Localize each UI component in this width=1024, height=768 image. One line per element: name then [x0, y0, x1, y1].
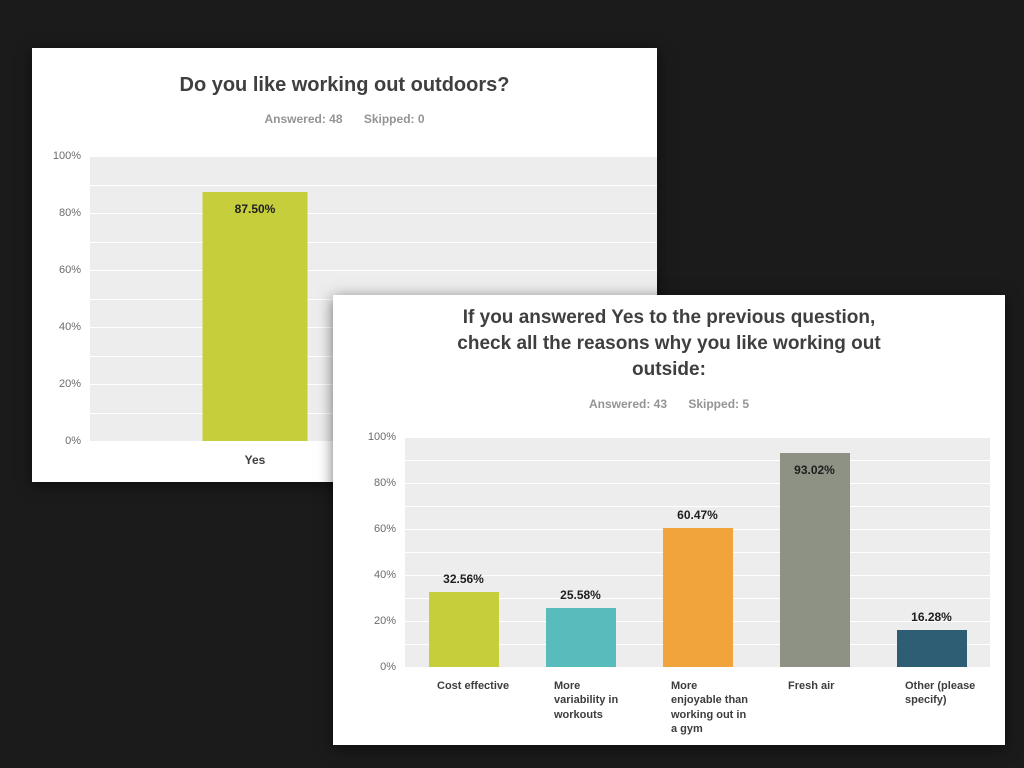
bars: 87.50% — [90, 156, 657, 441]
category-column: Fresh air — [756, 667, 873, 736]
gridline — [90, 184, 657, 186]
y-axis-tick: 40% — [58, 321, 81, 333]
y-axis-tick: 20% — [58, 378, 81, 390]
y-axis-tick: 80% — [373, 477, 396, 490]
y-axis-tick: 40% — [373, 569, 396, 582]
y-axis-tick: 100% — [367, 431, 396, 444]
category-label: Cost effective — [437, 680, 510, 693]
survey-chart-card-reasons: If you answered Yes to the previous ques… — [333, 295, 1005, 745]
bar-column: 93.02% — [756, 437, 873, 668]
bar-value-label: 25.58% — [560, 588, 601, 603]
category-column: Cost effective — [405, 667, 522, 736]
category-label: More variability in workouts — [554, 680, 619, 721]
chart-title: Do you like working out outdoors? — [179, 74, 510, 96]
gridline — [405, 437, 990, 439]
category-label: Yes — [244, 453, 266, 467]
category-column: More variability in workouts — [522, 667, 639, 736]
chart-title: If you answered Yes to the previous ques… — [457, 307, 881, 381]
category-label: Other (please specify) — [905, 680, 976, 707]
y-axis-tick: 20% — [373, 615, 396, 628]
category-column: Other (please specify) — [873, 667, 990, 736]
bar-value-label: 32.56% — [443, 572, 484, 587]
skipped-count: Skipped: 5 — [688, 397, 750, 412]
gridline — [405, 460, 990, 462]
bar-column: 32.56% — [405, 437, 522, 668]
category-column: More enjoyable than working out in a gym — [639, 667, 756, 736]
gridline — [90, 241, 657, 243]
answered-count: Answered: 48 — [264, 112, 343, 126]
bar-column: 25.58% — [522, 437, 639, 668]
chart-stats-line: Answered: 48 Skipped: 0 — [32, 112, 657, 126]
bar-fresh-air — [779, 453, 850, 668]
category-column: Yes — [90, 441, 420, 469]
plot-area: 32.56% 25.58% 60.47% 93.02% 16.28% — [405, 437, 990, 669]
gridline — [405, 667, 990, 669]
category-label: Fresh air — [788, 680, 835, 693]
skipped-count: Skipped: 0 — [363, 112, 425, 126]
category-labels: Yes — [90, 441, 657, 469]
gridline — [405, 483, 990, 485]
bar-value-label: 87.50% — [234, 201, 276, 216]
bar-column: 16.28% — [873, 437, 990, 668]
bar-value-label: 60.47% — [677, 507, 718, 522]
bar-cost-effective — [428, 592, 499, 668]
y-axis-tick: 60% — [58, 264, 81, 276]
gridline — [90, 270, 657, 271]
gridline — [90, 213, 657, 214]
bar-column: 60.47% — [639, 437, 756, 668]
bars: 32.56% 25.58% 60.47% 93.02% 16.28% — [405, 437, 990, 668]
bar-yes — [202, 191, 308, 441]
bar-other-please-specify- — [896, 629, 967, 668]
category-labels: Cost effective More variability in workou… — [405, 667, 990, 736]
bar-more-variability-in-workouts — [545, 608, 616, 668]
y-axis-tick: 80% — [58, 207, 81, 219]
bar-value-label: 93.02% — [794, 463, 835, 478]
bar-more-enjoyable-than-working-out-in-a-gym — [662, 527, 733, 668]
y-axis-tick: 0% — [65, 435, 81, 447]
bar-value-label: 16.28% — [911, 609, 952, 624]
y-axis-tick: 60% — [373, 523, 396, 536]
y-axis-tick: 100% — [52, 150, 81, 162]
bar-column: 87.50% — [90, 156, 420, 441]
gridline — [90, 156, 657, 157]
category-label: More enjoyable than working out in a gym — [671, 680, 749, 735]
chart-stats-line: Answered: 43 Skipped: 5 — [333, 397, 1005, 411]
y-axis: 100% 80% 60% 40% 20% 0% — [32, 150, 90, 447]
chart-area: 100% 80% 60% 40% 20% 0% 32.56% 25.58% 60.47% 93.… — [333, 431, 990, 673]
answered-count: Answered: 43 — [588, 397, 667, 412]
y-axis-tick: 0% — [380, 661, 396, 674]
gridline — [405, 506, 990, 508]
y-axis: 100% 80% 60% 40% 20% 0% — [333, 431, 405, 673]
